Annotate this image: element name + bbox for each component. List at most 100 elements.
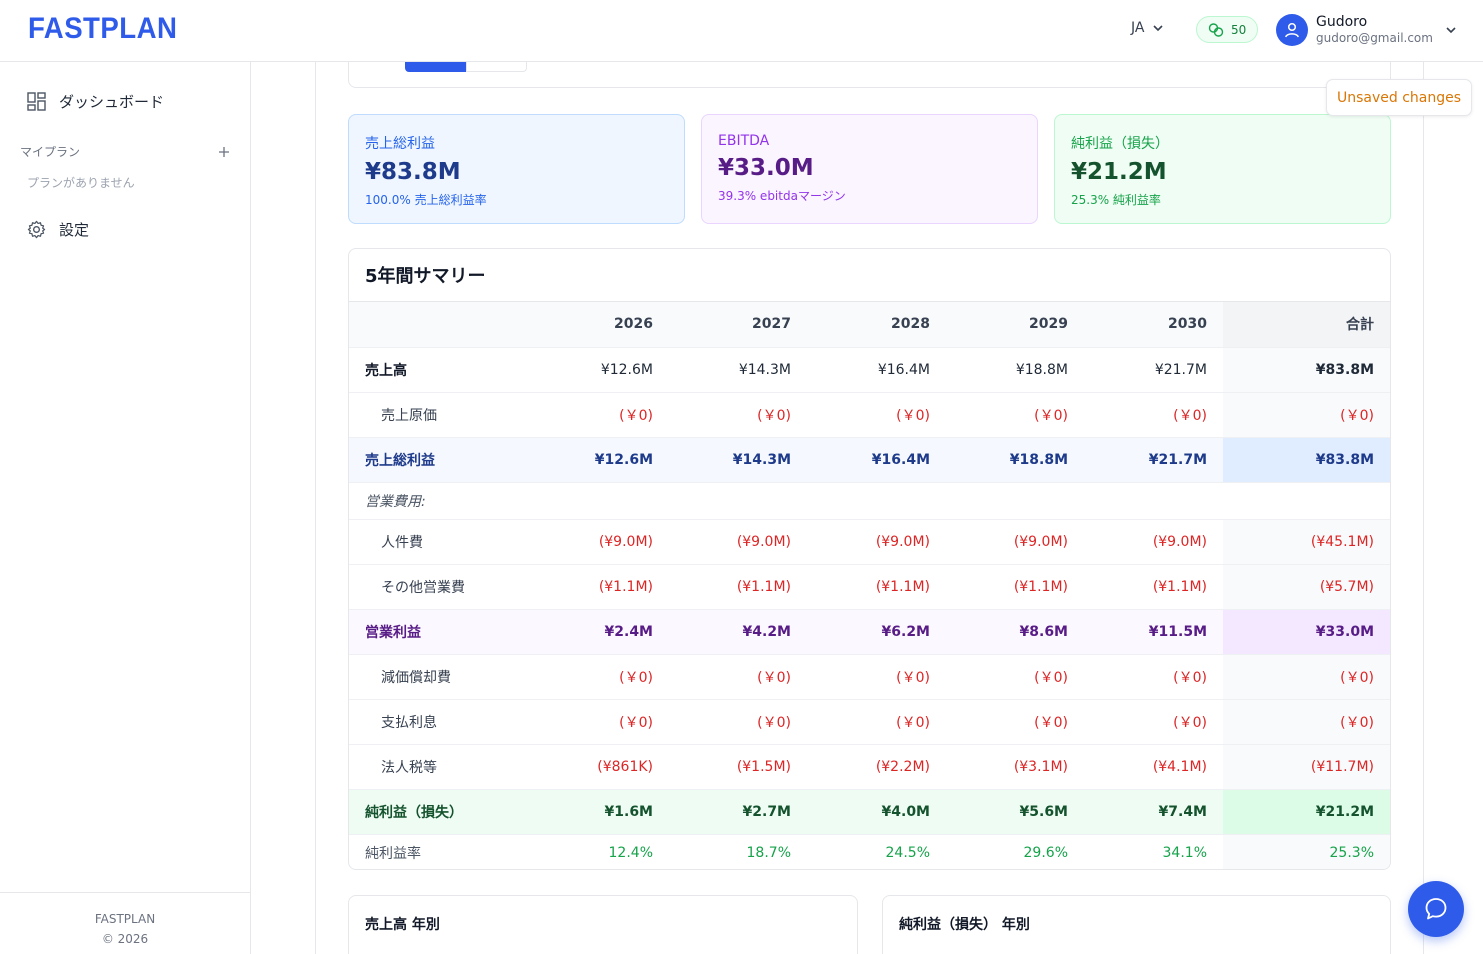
card-subtext: 100.0% 売上総利益率	[365, 193, 487, 207]
row-label: 人件費	[349, 519, 531, 565]
column-header-total: 合計	[1223, 302, 1390, 348]
ebitda-card: EBITDA ¥33.0M 39.3% ebitdaマージン	[701, 114, 1038, 224]
sidebar-item-label: ダッシュボード	[59, 93, 165, 111]
dashboard-icon	[27, 92, 46, 111]
summary-table: 2026 2027 2028 2029 2030 合計 売上高 ¥12.6M ¥…	[349, 302, 1390, 869]
table-cell-total: (￥0)	[1223, 392, 1390, 438]
view-toggle-inactive[interactable]	[466, 62, 527, 72]
card-value: ¥33.0M	[718, 155, 814, 181]
table-cell: (¥9.0M)	[946, 519, 1084, 565]
card-value: ¥21.2M	[1071, 159, 1167, 185]
column-header: 2028	[807, 302, 946, 348]
table-row: 営業費用:	[349, 482, 1390, 520]
chat-icon	[1425, 898, 1447, 920]
table-cell-total: ¥83.8M	[1223, 347, 1390, 393]
table-cell: ¥14.3M	[669, 347, 807, 393]
table-header-row: 2026 2027 2028 2029 2030 合計	[349, 302, 1390, 348]
card-label: EBITDA	[718, 133, 770, 149]
card-subtext: 39.3% ebitdaマージン	[718, 189, 846, 203]
app-logo[interactable]: FASTPLAN	[28, 12, 178, 45]
table-cell-total: 25.3%	[1223, 834, 1390, 869]
table-cell: ¥16.4M	[807, 347, 946, 393]
view-toggle-active[interactable]	[405, 62, 466, 72]
table-cell: ¥18.8M	[946, 437, 1084, 483]
row-label: 純利益率	[365, 845, 421, 862]
table-cell: (¥3.1M)	[946, 744, 1084, 790]
no-plans-text: プランがありません	[27, 176, 135, 190]
table-row: 売上原価 (￥0) (￥0) (￥0) (￥0) (￥0) (￥0)	[349, 392, 1390, 438]
table-cell: (¥1.1M)	[946, 564, 1084, 610]
plus-icon[interactable]	[218, 146, 230, 158]
table-cell: ¥21.7M	[1084, 347, 1223, 393]
sidebar-item-label: 設定	[59, 221, 90, 239]
table-cell: (¥4.1M)	[1084, 744, 1223, 790]
table-cell-total: (￥0)	[1223, 699, 1390, 745]
user-name: Gudoro	[1316, 14, 1368, 30]
header-empty	[349, 302, 531, 348]
credits-icon	[1208, 22, 1224, 37]
card-label: 純利益（損失）	[1071, 136, 1169, 152]
table-cell: (¥2.2M)	[807, 744, 946, 790]
table-cell: (￥0)	[531, 654, 669, 700]
row-label: 売上原価	[349, 392, 531, 438]
table-cell: (￥0)	[946, 699, 1084, 745]
credits-badge[interactable]: 50	[1196, 16, 1259, 43]
language-selector[interactable]: JA	[1131, 20, 1164, 36]
table-cell: (￥0)	[807, 392, 946, 438]
column-header: 2026	[531, 302, 669, 348]
table-cell: ¥4.2M	[669, 609, 807, 655]
table-cell: (¥1.1M)	[669, 564, 807, 610]
table-cell: (¥1.1M)	[1084, 564, 1223, 610]
five-year-summary: 5年間サマリー 2026 2027 2028 2029 2030 合計 売上高 …	[348, 248, 1391, 870]
table-cell-total: (¥11.7M)	[1223, 744, 1390, 790]
user-icon	[1285, 22, 1299, 38]
table-cell: (￥0)	[1084, 654, 1223, 700]
user-email: gudoro@gmail.com	[1316, 31, 1433, 45]
card-label: 売上総利益	[365, 136, 435, 152]
table-cell: (¥861K)	[531, 744, 669, 790]
unsaved-changes-badge: Unsaved changes	[1326, 79, 1472, 116]
table-cell: ¥18.8M	[946, 347, 1084, 393]
table-row: 減価償却費 (￥0) (￥0) (￥0) (￥0) (￥0) (￥0)	[349, 654, 1390, 700]
table-cell-total: ¥21.2M	[1223, 789, 1390, 835]
user-menu[interactable]: Gudoro gudoro@gmail.com	[1276, 14, 1457, 46]
table-cell: ¥12.6M	[531, 437, 669, 483]
row-label: 売上高	[349, 347, 531, 393]
row-label: その他営業費	[349, 564, 531, 610]
chevron-down-icon	[1446, 27, 1456, 34]
table-cell: ¥21.7M	[1084, 437, 1223, 483]
table-cell: ¥7.4M	[1084, 789, 1223, 835]
row-label: 減価償却費	[349, 654, 531, 700]
table-cell: ¥6.2M	[807, 609, 946, 655]
table-row: 人件費 (¥9.0M) (¥9.0M) (¥9.0M) (¥9.0M) (¥9.…	[349, 519, 1390, 565]
column-header: 2027	[669, 302, 807, 348]
table-cell: 34.1%	[1162, 844, 1207, 861]
gear-icon	[27, 220, 46, 239]
table-cell: (￥0)	[531, 392, 669, 438]
table-cell: ¥2.7M	[669, 789, 807, 835]
revenue-by-year-card: 売上高 年別	[348, 895, 858, 954]
table-cell-total: ¥33.0M	[1223, 609, 1390, 655]
table-cell: (￥0)	[531, 699, 669, 745]
sidebar-item-dashboard[interactable]: ダッシュボード	[27, 91, 164, 112]
gross-profit-card: 売上総利益 ¥83.8M 100.0% 売上総利益率	[348, 114, 685, 224]
table-cell: 18.7%	[746, 844, 791, 861]
net-income-card: 純利益（損失） ¥21.2M 25.3% 純利益率	[1054, 114, 1391, 224]
summary-title: 5年間サマリー	[349, 249, 1390, 302]
table-cell: (¥1.1M)	[531, 564, 669, 610]
table-cell: ¥1.6M	[531, 789, 669, 835]
table-cell: (￥0)	[669, 699, 807, 745]
my-plans-label: マイプラン	[20, 145, 81, 159]
sidebar-item-settings[interactable]: 設定	[27, 219, 89, 240]
chat-button[interactable]	[1408, 881, 1464, 937]
table-cell: (￥0)	[669, 392, 807, 438]
card-subtext: 25.3% 純利益率	[1071, 193, 1161, 207]
table-cell: (￥0)	[946, 392, 1084, 438]
table-cell: (￥0)	[1084, 699, 1223, 745]
table-row: 売上総利益 ¥12.6M ¥14.3M ¥16.4M ¥18.8M ¥21.7M…	[349, 437, 1390, 483]
card-value: ¥83.8M	[365, 159, 461, 185]
row-label: 支払利息	[349, 699, 531, 745]
table-cell: (¥1.1M)	[807, 564, 946, 610]
table-cell: ¥5.6M	[946, 789, 1084, 835]
column-header: 2030	[1084, 302, 1223, 348]
